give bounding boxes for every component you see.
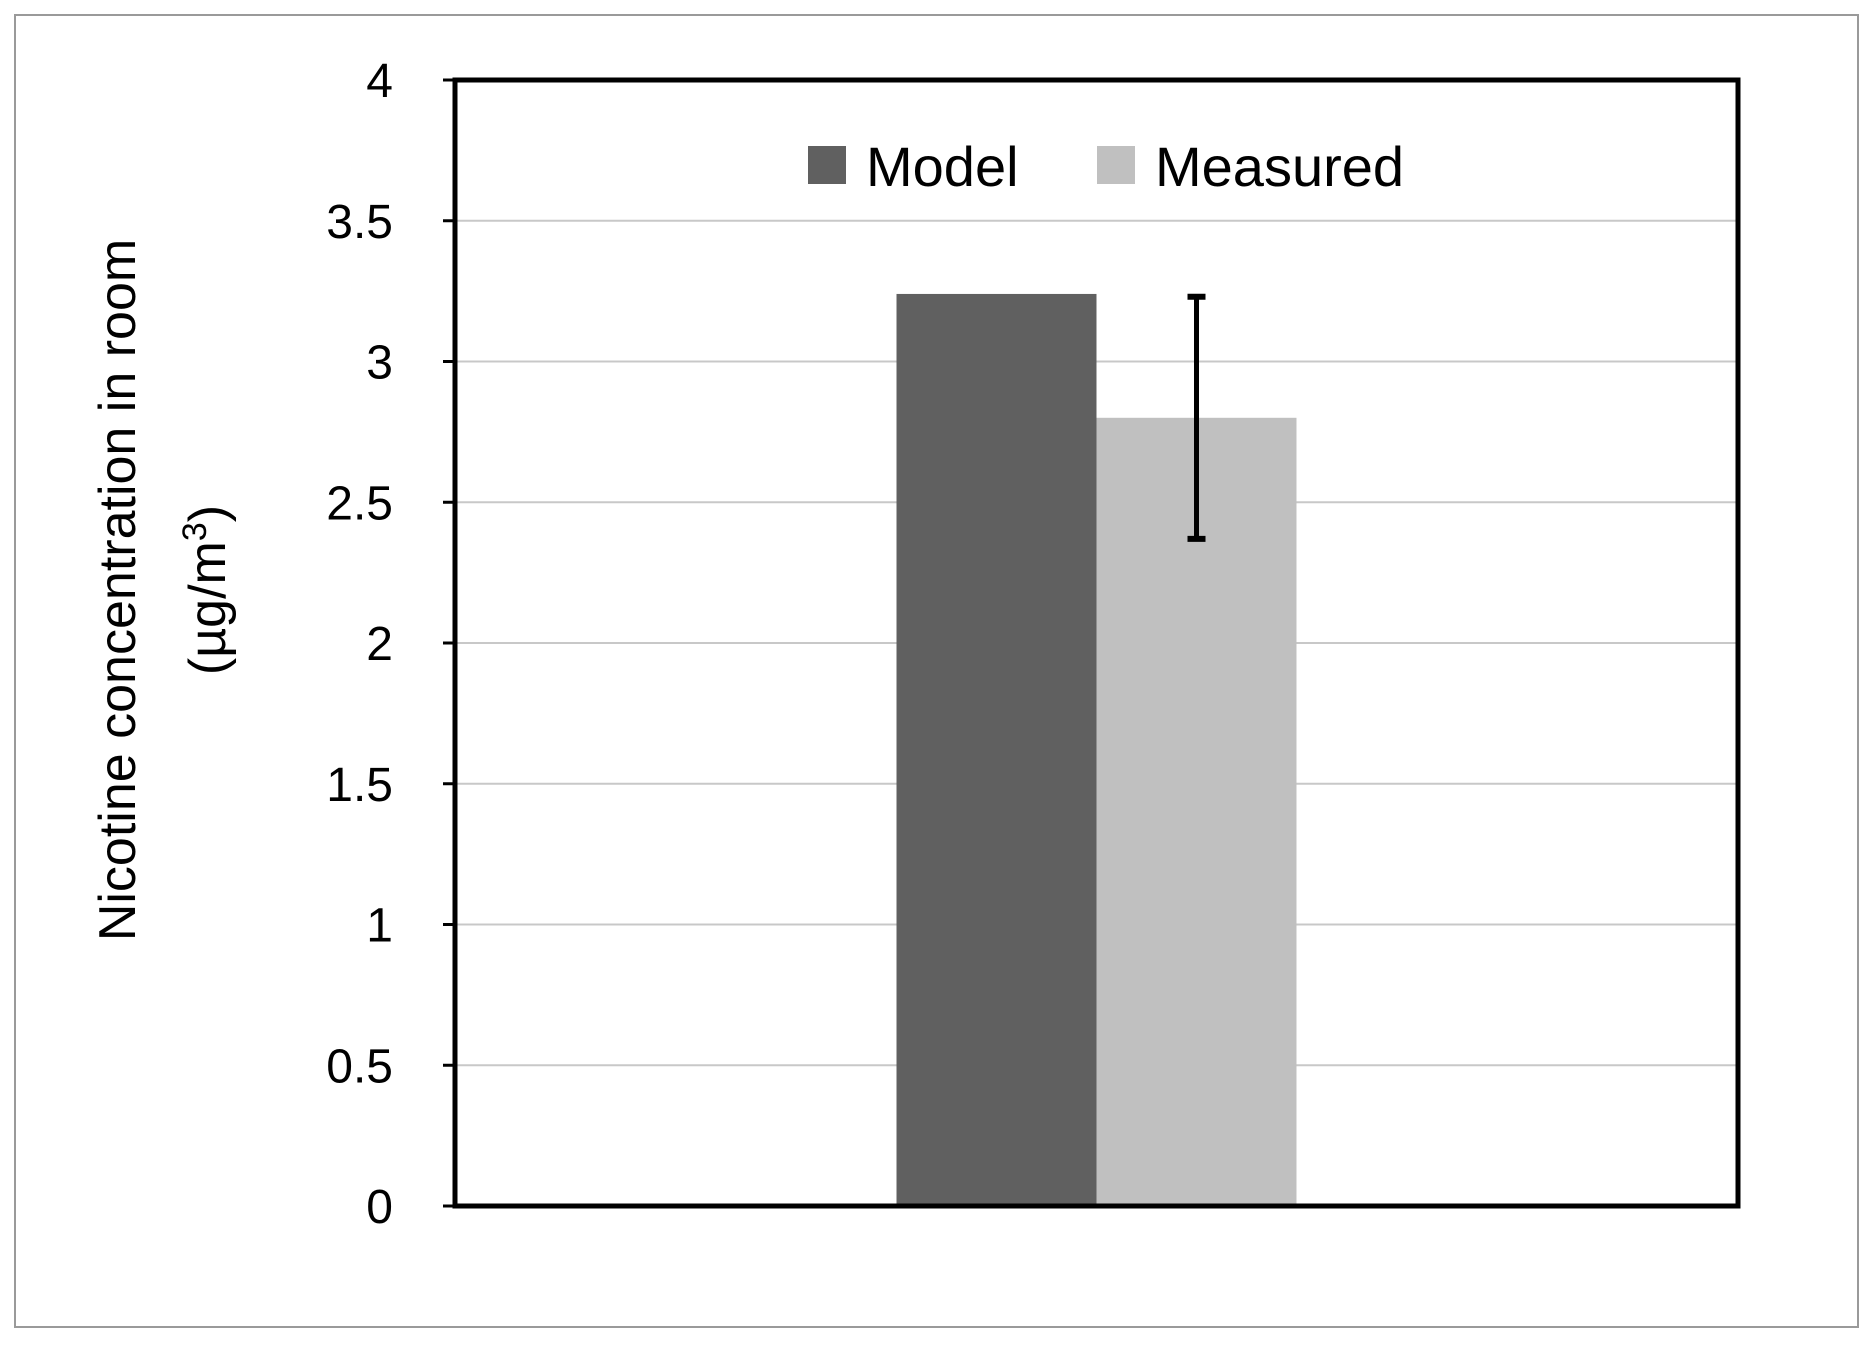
legend-label-measured: Measured [1155, 135, 1404, 198]
y-tick-label: 2 [366, 618, 393, 671]
y-tick-label: 0 [366, 1181, 393, 1234]
legend-label-model: Model [866, 135, 1019, 198]
bar-measured [1096, 417, 1297, 1206]
y-tick-label: 3 [366, 337, 393, 390]
legend-item-measured: Measured [1097, 135, 1404, 198]
plot-area-border [452, 77, 1741, 1209]
bars [896, 293, 1297, 1206]
y-axis-unit-close: ) [179, 505, 237, 522]
y-tick-label: 1.5 [326, 759, 393, 812]
y-axis-unit-superscript: 3 [176, 522, 214, 541]
axes [452, 77, 1741, 1209]
y-axis-unit: (µg/m [179, 541, 237, 675]
legend: Model Measured [808, 135, 1404, 198]
y-tick-label: 0.5 [326, 1040, 393, 1093]
error-bar-measured [1187, 293, 1206, 542]
y-tick-labels: 0 0.5 1 1.5 2 2.5 3 3.5 4 [326, 55, 393, 1234]
y-axis-title-line1: Nicotine concentration in room [89, 239, 147, 941]
bar-model [896, 293, 1097, 1206]
y-tick-label: 4 [366, 55, 393, 108]
y-tick-label: 1 [366, 900, 393, 953]
y-tick-label: 3.5 [326, 196, 393, 249]
y-tick-label: 2.5 [326, 477, 393, 530]
legend-swatch-model [808, 146, 846, 184]
y-axis-title-line2: (µg/m3) [176, 505, 237, 675]
legend-item-model: Model [808, 135, 1019, 198]
legend-swatch-measured [1097, 146, 1135, 184]
